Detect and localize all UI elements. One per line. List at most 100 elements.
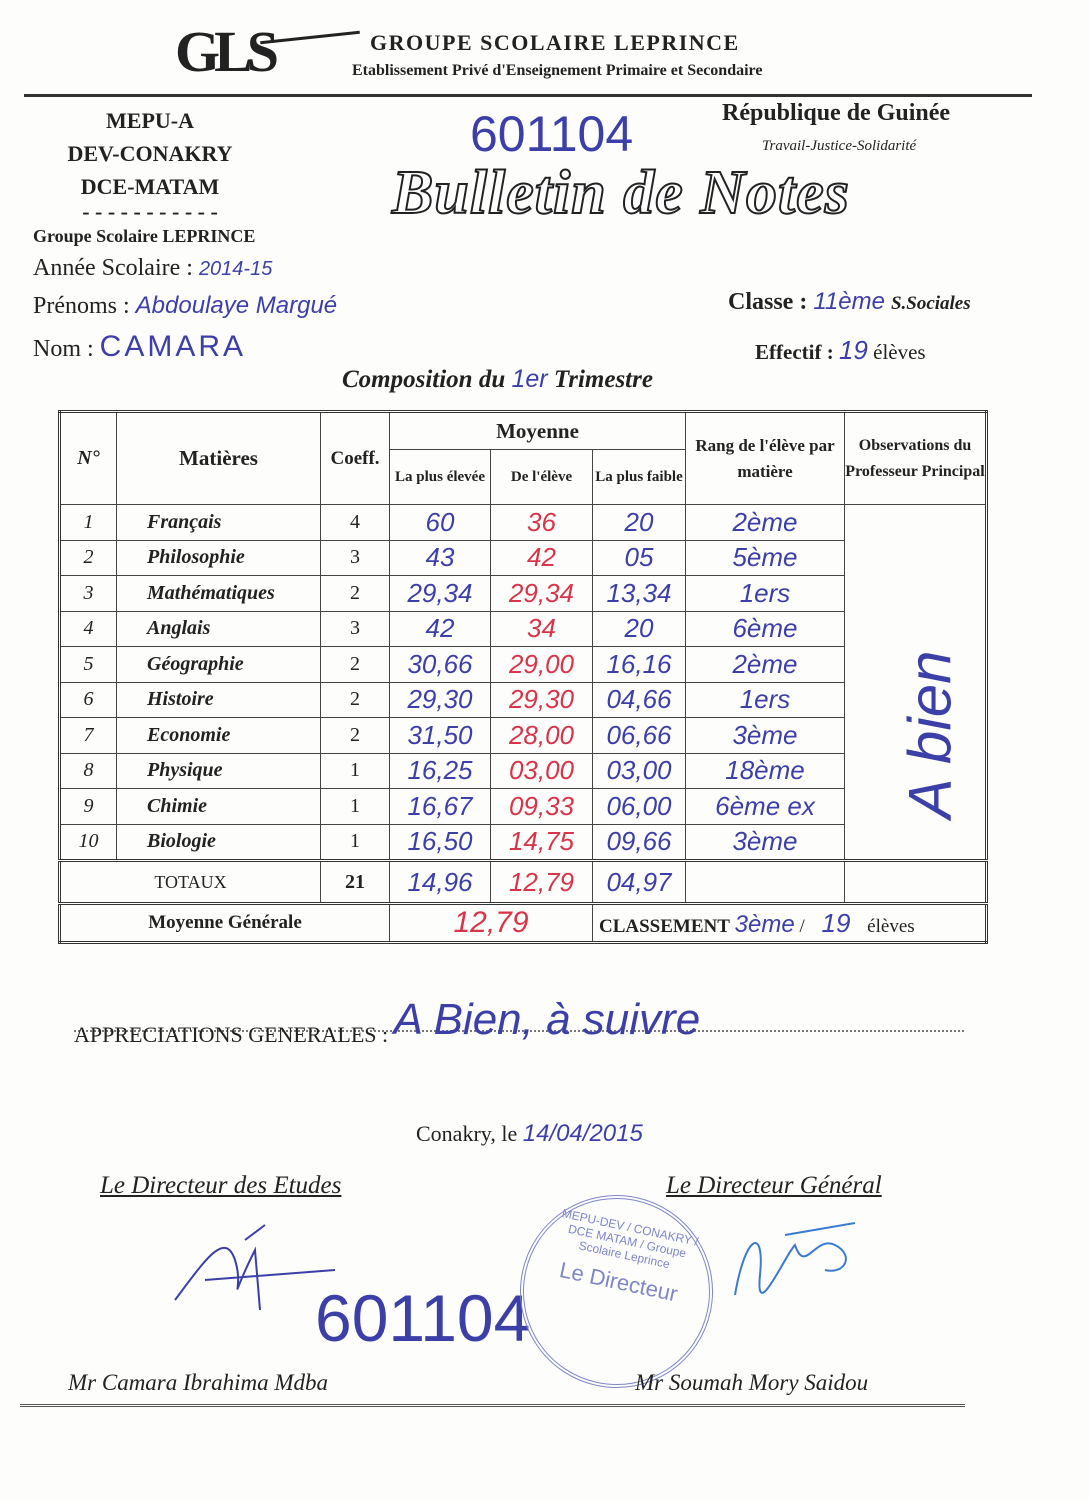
- lowest-average: 03,00: [592, 752, 686, 789]
- school-year: Année Scolaire : 2014-15: [33, 255, 272, 282]
- student-average: 36: [490, 504, 593, 541]
- subject-rank: 2ème: [685, 504, 845, 541]
- subject-rank: 1ers: [685, 575, 845, 612]
- subject-name: Physique: [116, 752, 321, 789]
- director-studies-name: Mr Camara Ibrahima Mdba: [68, 1370, 329, 1395]
- col-coeff: Coeff.: [320, 411, 390, 505]
- director-general-title: Le Directeur Général: [666, 1172, 882, 1199]
- subject-name: Chimie: [116, 788, 321, 825]
- value: Abdoulaye Margué: [135, 292, 338, 319]
- highest-average: 16,67: [389, 788, 491, 825]
- totals-rank: [685, 860, 845, 904]
- subject-name: Biologie: [116, 823, 321, 861]
- row-number: 1: [59, 504, 117, 541]
- subject-coeff: 3: [320, 539, 390, 576]
- totals-lowest: 04,97: [592, 860, 686, 904]
- row-number: 10: [59, 823, 117, 861]
- value: 1er: [511, 365, 548, 393]
- subject-coeff: 1: [320, 752, 390, 789]
- value: A Bien, à suivre: [393, 995, 701, 1044]
- student-average: 09,33: [490, 788, 593, 825]
- director-studies-title: Le Directeur des Etudes: [100, 1172, 342, 1199]
- ranking-label: CLASSEMENT: [599, 915, 730, 937]
- totals-student: 12,79: [490, 860, 593, 904]
- subject-coeff: 2: [320, 717, 390, 754]
- first-names: Prénoms : Abdoulaye Margué: [33, 292, 337, 320]
- header-subrow: La plus élevée De l'élève La plus faible: [60, 449, 987, 505]
- student-average: 14,75: [490, 823, 593, 861]
- id-number: 601104: [470, 106, 634, 162]
- col-rank: Rang de l'élève par matière: [685, 411, 845, 505]
- lowest-average: 20: [592, 610, 686, 647]
- subject-coeff: 2: [320, 646, 390, 683]
- signature-left: [174, 1224, 336, 1311]
- totals-obs: [844, 860, 987, 904]
- highest-average: 29,34: [389, 575, 491, 612]
- subject-rank: 18ème: [685, 752, 845, 789]
- lowest-average: 16,16: [592, 646, 686, 683]
- subject-rank: 2ème: [685, 646, 845, 683]
- col-average: Moyenne: [389, 411, 686, 450]
- director-general-name: Mr Soumah Mory Saidou: [635, 1370, 869, 1395]
- subject-name: Philosophie: [116, 539, 321, 576]
- subject-row: 7 Economie 2 31,50 28,00 06,66 3ème: [59, 717, 987, 754]
- subject-row: 8 Physique 1 16,25 03,00 03,00 18ème: [59, 752, 987, 789]
- subject-name: Géographie: [116, 646, 321, 683]
- ministry-block: MEPU-A DEV-CONAKRY DCE-MATAM - - - - - -…: [30, 104, 270, 224]
- totals-label: TOTAUX: [59, 860, 321, 904]
- row-number: 8: [59, 752, 117, 789]
- subject-name: Mathématiques: [116, 575, 321, 612]
- school-label: Groupe Scolaire LEPRINCE: [33, 226, 256, 246]
- label: Année Scolaire :: [33, 255, 193, 281]
- class-size: Effectif : 19 élèves: [755, 335, 926, 366]
- student-average: 29,30: [490, 681, 593, 718]
- logo-pen-line: [260, 30, 360, 45]
- totals-highest: 14,96: [389, 860, 491, 904]
- header-row: N° Matières Coeff. Moyenne Rang de l'élè…: [59, 411, 987, 505]
- school-subtitle: Etablissement Privé d'Enseignement Prima…: [352, 62, 763, 79]
- subject-coeff: 3: [320, 610, 390, 647]
- country: République de Guinée: [722, 100, 951, 126]
- row-number: 6: [59, 681, 117, 718]
- class-size-value: 19: [821, 907, 851, 938]
- subject-name: Economie: [116, 717, 321, 754]
- divider: - - - - - - - - - - -: [82, 199, 218, 224]
- col-observations: Observations du Professeur Principal: [844, 411, 987, 505]
- subject-rank: 3ème: [685, 717, 845, 754]
- row-number: 3: [59, 575, 117, 612]
- subject-rank: 6ème ex: [685, 788, 845, 825]
- value: S.Sociales: [890, 293, 971, 314]
- student-average: 34: [490, 610, 593, 647]
- signature-number: 601104: [315, 1281, 531, 1355]
- lowest-average: 20: [592, 504, 686, 541]
- highest-average: 60: [389, 504, 491, 541]
- subject-row: 3 Mathématiques 2 29,34 29,34 13,34 1ers: [59, 575, 987, 612]
- unit: élèves: [873, 340, 926, 364]
- label: Classe :: [728, 289, 808, 315]
- subject-row: 2 Philosophie 3 43 42 05 5ème: [59, 539, 987, 576]
- highest-average: 16,25: [389, 752, 491, 789]
- label: Conakry, le: [416, 1121, 518, 1146]
- subject-rank: 1ers: [685, 681, 845, 718]
- student-average: 42: [490, 539, 593, 576]
- motto: Travail-Justice-Solidarité: [762, 138, 917, 154]
- ministry-line: DEV-CONAKRY: [67, 141, 233, 166]
- value: 19: [838, 335, 868, 365]
- col-student: De l'élève: [490, 449, 593, 505]
- lowest-average: 13,34: [592, 575, 686, 612]
- class: Classe : 11ème S.Sociales: [728, 288, 971, 316]
- highest-average: 30,66: [389, 646, 491, 683]
- lowest-average: 06,66: [592, 717, 686, 754]
- lowest-average: 09,66: [592, 823, 686, 861]
- subject-rank: 3ème: [685, 823, 845, 861]
- highest-average: 16,50: [389, 823, 491, 861]
- label: Composition du: [342, 366, 506, 393]
- subject-coeff: 1: [320, 823, 390, 861]
- school-name: GROUPE SCOLAIRE LEPRINCE: [370, 30, 740, 55]
- date: Conakry, le 14/04/2015: [416, 1120, 643, 1148]
- last-name: Nom : CAMARA: [33, 330, 246, 364]
- teacher-observation: A bien: [896, 650, 964, 819]
- lowest-average: 04,66: [592, 681, 686, 718]
- value: 11ème: [813, 288, 885, 315]
- appreciations: APPRECIATIONS GENERALES : A Bien, à suiv…: [74, 995, 964, 1047]
